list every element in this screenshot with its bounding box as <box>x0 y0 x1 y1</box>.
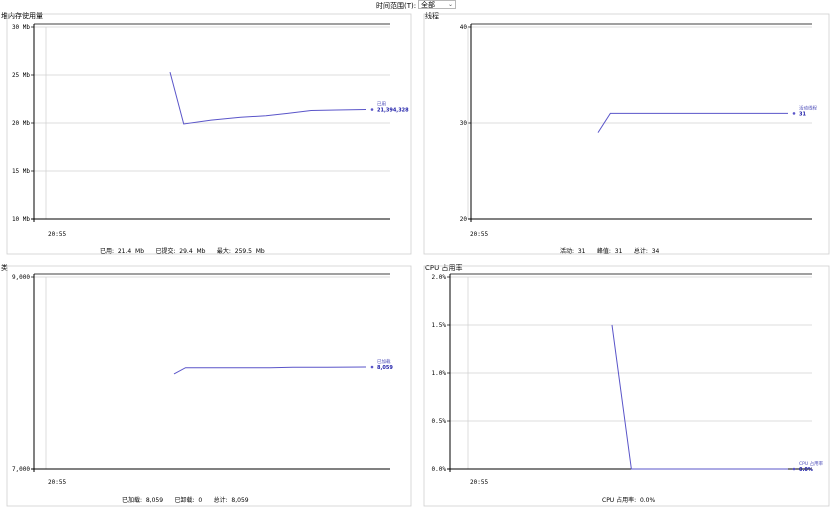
y-tick-label: 30 Mb <box>12 24 30 31</box>
y-tick-label: 30 <box>460 120 468 127</box>
legend-last-value: 31 <box>799 111 806 117</box>
x-tick-label: 20:55 <box>470 231 488 238</box>
footer-value: 21.4 Mb <box>117 248 145 255</box>
footer-value: 31 <box>614 248 623 255</box>
y-tick-label: 25 Mb <box>12 72 30 79</box>
footer-value: 8,059 <box>231 497 249 504</box>
footer-label: 总计: <box>202 497 232 504</box>
heap-memory-panel: 堆内存使用量 30 Mb 25 Mb 20 Mb 15 Mb 10 Mb 20:55 已用 2… <box>0 10 412 256</box>
toolbar: 时间范围(T): 全部 ⌄ <box>0 0 830 11</box>
x-tick-label: 20:55 <box>48 231 66 238</box>
panel-title: 线程 <box>425 12 439 20</box>
footer-label: 总计: <box>622 248 652 255</box>
y-tick-label: 0.5% <box>432 418 447 425</box>
legend-series-name: 已用 <box>377 102 386 108</box>
footer-value: 0 <box>198 497 203 504</box>
footer-label: 已加载: <box>122 497 146 504</box>
legend-last-value: 0.0% <box>799 467 813 473</box>
panel-frame <box>423 265 830 507</box>
heap-memory-chart: 30 Mb 25 Mb 20 Mb 15 Mb 10 Mb 20:55 已用21,394,3… <box>6 13 412 255</box>
series-line <box>173 366 367 375</box>
y-tick-label: 0.0% <box>432 466 447 473</box>
footer-label: 最大: <box>205 248 235 255</box>
footer-value: 0.0% <box>639 497 656 504</box>
classes-panel: 类 9,000 7,000 20:55 已加载 8,059 已加载: 8,059 已卸载… <box>0 262 412 508</box>
y-tick-label: 1.5% <box>432 322 447 329</box>
y-tick-label: 15 Mb <box>12 168 30 175</box>
y-tick-label: 9,000 <box>12 274 30 281</box>
footer-value: 34 <box>651 248 660 255</box>
series-line <box>169 71 367 125</box>
series-marker <box>792 112 796 115</box>
chevron-down-icon: ⌄ <box>447 1 453 8</box>
footer-label: 活动: <box>560 248 578 255</box>
footer-value: 31 <box>577 248 586 255</box>
y-tick-label: 10 Mb <box>12 216 30 223</box>
panel-footer: CPU 占用率: 0.0% <box>602 495 655 504</box>
panel-footer: 活动: 31 峰值: 31 总计: 34 <box>560 246 659 255</box>
cpu-usage-panel: CPU 占用率 2.0% 1.5% 1.0% 0.5% 0.0% 20:55 CPU 占用率… <box>422 262 830 508</box>
footer-label: 峰值: <box>585 248 615 255</box>
time-range-label: 时间范围(T): <box>376 2 417 10</box>
footer-label: 已卸载: <box>163 497 199 504</box>
series-line <box>611 324 788 470</box>
footer-label: 已用: <box>100 248 118 255</box>
legend-series-name: 已加载 <box>377 358 391 365</box>
panel-title: CPU 占用率 <box>425 264 463 272</box>
y-tick-label: 2.0% <box>432 274 447 281</box>
legend-series-name: CPU 占用率 <box>799 460 824 467</box>
legend-last-value: 21,394,328 <box>377 108 409 114</box>
legend-last-value: 8,059 <box>377 365 393 371</box>
x-tick-label: 20:55 <box>48 479 66 486</box>
y-tick-label: 7,000 <box>12 466 30 473</box>
footer-value: 259.5 Mb <box>234 248 265 255</box>
panel-footer: 已用: 21.4 Mb 已提交: 29.4 Mb 最大: 259.5 Mb <box>100 246 265 255</box>
footer-label: 已提交: <box>144 248 180 255</box>
time-range-select[interactable]: 全部 ⌄ <box>418 0 456 9</box>
footer-value: 8,059 <box>145 497 164 504</box>
time-range-value: 全部 <box>421 1 435 9</box>
series-marker <box>792 467 796 471</box>
y-tick-label: 20 <box>460 216 468 223</box>
legend-series-name: 活动线程 <box>799 104 817 111</box>
y-tick-label: 20 Mb <box>12 120 30 127</box>
series-marker <box>370 365 374 369</box>
series-marker <box>370 108 374 111</box>
footer-label: CPU 占用率: <box>602 497 640 504</box>
panel-title: 类 <box>1 264 8 272</box>
threads-panel: 线程 40 30 20 20:55 活动线程 31 活动: 31 峰值: 31 总计: 3… <box>422 10 830 256</box>
panel-footer: 已加载: 8,059 已卸载: 0 总计: 8,059 <box>122 495 249 504</box>
series-line <box>597 112 788 133</box>
footer-value: 29.4 Mb <box>179 248 206 255</box>
panel-frame <box>6 265 412 507</box>
panel-frame <box>6 13 412 255</box>
x-tick-label: 20:55 <box>470 479 488 486</box>
panel-frame <box>423 13 830 255</box>
y-tick-label: 40 <box>460 24 468 31</box>
panel-title: 堆内存使用量 <box>1 12 43 20</box>
y-tick-label: 1.0% <box>432 370 447 377</box>
